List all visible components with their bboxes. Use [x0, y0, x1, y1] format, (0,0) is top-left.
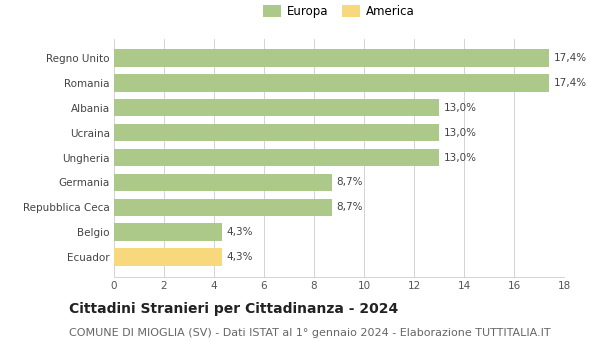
- Text: COMUNE DI MIOGLIA (SV) - Dati ISTAT al 1° gennaio 2024 - Elaborazione TUTTITALIA: COMUNE DI MIOGLIA (SV) - Dati ISTAT al 1…: [69, 328, 551, 338]
- Text: 4,3%: 4,3%: [227, 227, 253, 237]
- Bar: [114, 248, 221, 266]
- Text: 13,0%: 13,0%: [444, 103, 477, 113]
- Text: 13,0%: 13,0%: [444, 128, 477, 138]
- Bar: [114, 124, 439, 141]
- Bar: [114, 198, 331, 216]
- Text: 4,3%: 4,3%: [227, 252, 253, 262]
- Text: 8,7%: 8,7%: [337, 177, 363, 187]
- Bar: [114, 174, 331, 191]
- Bar: [114, 223, 221, 241]
- Text: Cittadini Stranieri per Cittadinanza - 2024: Cittadini Stranieri per Cittadinanza - 2…: [69, 302, 398, 316]
- Bar: [114, 49, 549, 67]
- Bar: [114, 149, 439, 166]
- Bar: [114, 99, 439, 117]
- Text: 13,0%: 13,0%: [444, 153, 477, 162]
- Bar: [114, 74, 549, 92]
- Text: 8,7%: 8,7%: [337, 202, 363, 212]
- Text: 17,4%: 17,4%: [554, 53, 587, 63]
- Legend: Europa, America: Europa, America: [260, 1, 418, 22]
- Text: 17,4%: 17,4%: [554, 78, 587, 88]
